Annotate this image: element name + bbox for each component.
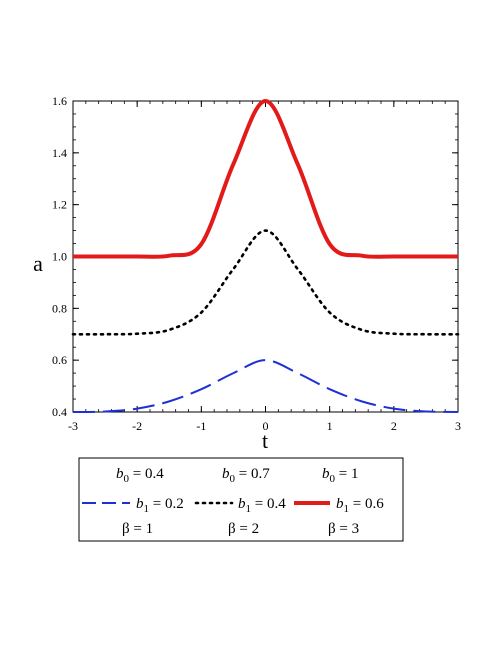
series-line-3 (73, 98, 458, 259)
legend: b0 = 0.4 b1 = 0.2 β = 1 b0 = 0.7 b1 = 0.4 β =… (78, 457, 404, 542)
y-tick-label: 0.4 (52, 405, 67, 419)
y-axis-title: a (33, 251, 43, 276)
y-tick-label: 1.2 (52, 198, 67, 212)
y-tick-label: 1.4 (52, 146, 67, 160)
axes: -3 -2 -1 0 1 2 3 0.4 0.6 0.8 1.0 1.2 1.4 1.6 (52, 94, 461, 433)
x-tick-label: -3 (68, 419, 78, 433)
x-tick-label: -1 (196, 419, 206, 433)
x-tick-label: 0 (263, 419, 269, 433)
legend-box (78, 457, 404, 542)
x-tick-label: 2 (391, 419, 397, 433)
y-tick-label: 1.0 (52, 250, 67, 264)
legend-b1-label: b1 = 0.6 (336, 496, 384, 515)
x-axis-title: t (262, 428, 268, 453)
y-tick-label: 0.6 (52, 353, 67, 367)
legend-b0-label: b0 = 0.7 (222, 466, 270, 485)
series-line-1 (72, 359, 459, 413)
x-tick-label: 3 (455, 419, 461, 433)
legend-b1-label: b1 = 0.4 (238, 496, 286, 515)
x-tick-label: -2 (132, 419, 142, 433)
y-tick-label: 0.8 (52, 301, 67, 315)
curves (71, 98, 460, 413)
legend-beta-label: β = 2 (228, 521, 259, 537)
series-line-2 (71, 229, 460, 336)
legend-b1-label: b1 = 0.2 (136, 496, 184, 515)
legend-b0-label: b0 = 0.4 (116, 466, 164, 485)
x-tick-label: 1 (327, 419, 333, 433)
y-tick-label: 1.6 (52, 94, 67, 108)
legend-beta-label: β = 3 (328, 521, 359, 537)
legend-b0-label: b0 = 1 (322, 466, 358, 485)
legend-beta-label: β = 1 (122, 521, 153, 537)
